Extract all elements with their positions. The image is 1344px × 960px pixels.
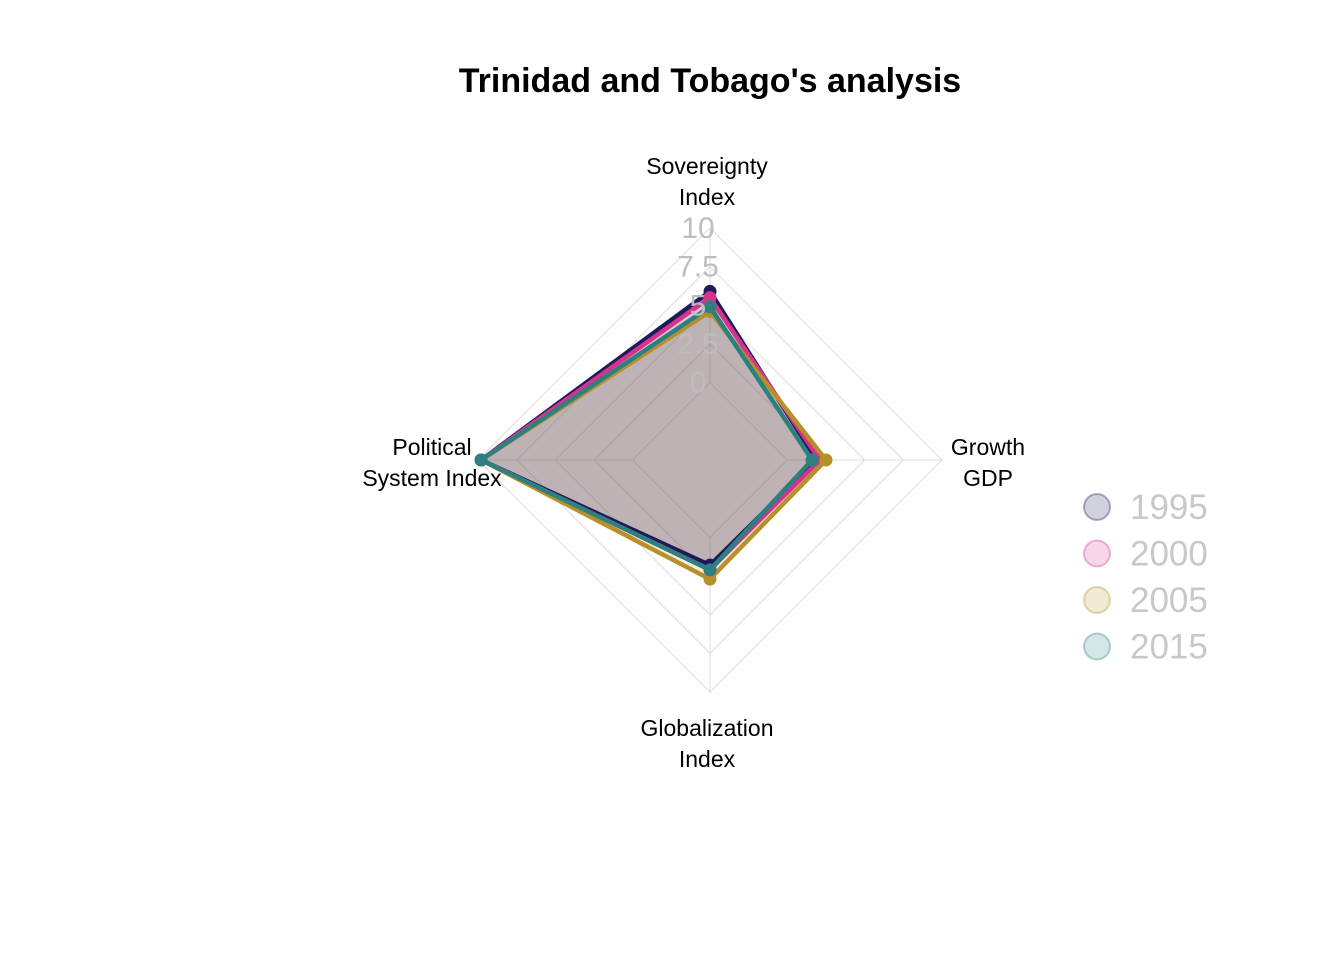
series-area-2000 [481,297,820,570]
tick-label-4: 10 [681,212,714,245]
data-point-2015-1 [805,453,819,467]
radar-series [474,284,833,586]
axis-labels: Sovereignty Index Growth GDP Globalization In… [362,153,1025,772]
legend-label-2015: 2015 [1130,628,1208,667]
tick-label-2: 5 [690,289,707,322]
tick-label-1: 2.5 [677,328,719,361]
series-area-2015 [481,306,813,570]
data-point-2000-0 [703,291,717,305]
series-area-2005 [481,311,826,580]
legend-label-2005: 2005 [1130,581,1208,620]
axis-label-3: Political System Index [362,434,502,491]
axis-label-line: Political [392,434,471,460]
data-point-2015-0 [703,300,717,314]
legend-swatch-2000 [1083,539,1111,568]
tick-label-0: 0 [690,367,707,400]
data-point-2005-2 [703,572,717,586]
legend-swatch-1995 [1083,493,1111,521]
axis-label-line: Index [679,184,736,210]
axis-label-line: GDP [963,465,1013,491]
chart-title: Trinidad and Tobago's analysis [459,62,961,100]
legend: 1995 2000 2005 2015 [1083,488,1208,667]
axis-label-1: Growth GDP [951,434,1025,491]
axis-label-line: System Index [362,465,502,491]
axis-label-2: Globalization Index [641,715,774,772]
data-point-2015-3 [474,453,488,467]
legend-swatch-2015 [1083,632,1111,661]
legend-label-2000: 2000 [1130,535,1208,574]
axis-label-line: Globalization [641,715,774,741]
tick-label-3: 7.5 [677,251,719,284]
data-point-2015-2 [703,563,717,577]
axis-label-line: Index [679,746,736,772]
axis-label-0: Sovereignty Index [646,153,768,210]
radial-tick-labels: 0 2.5 5 7.5 10 [677,212,719,400]
legend-label-1995: 1995 [1130,488,1208,527]
data-point-2005-1 [819,453,833,467]
axis-label-line: Growth [951,434,1025,460]
legend-swatch-2005 [1083,586,1111,614]
axis-label-line: Sovereignty [646,153,768,179]
